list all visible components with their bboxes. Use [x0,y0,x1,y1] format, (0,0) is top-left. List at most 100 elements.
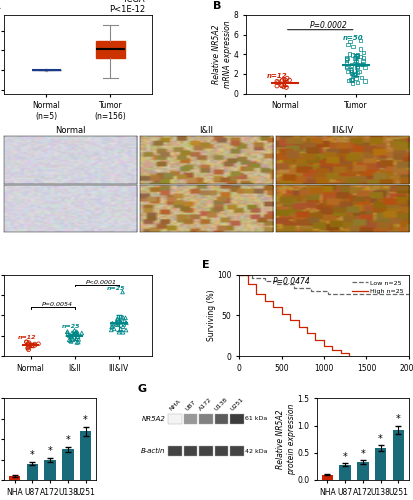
Point [347,66,354,74]
Point [358,74,365,82]
Point [353,74,359,82]
Low n=25 [406,291,411,297]
Low n=25 [326,291,331,297]
Point [64,328,71,336]
Text: P=0.0054: P=0.0054 [42,302,73,308]
Point [344,54,350,62]
Point [108,323,115,331]
Point [360,54,367,62]
Point [73,334,79,342]
Point [74,338,80,346]
Point [354,52,360,60]
Point [344,40,351,48]
Low n=25 [381,291,386,297]
Point [26,338,32,346]
Point [113,318,120,326]
Text: *: * [378,434,383,444]
Point [346,77,352,85]
Point [76,336,82,344]
Text: TCGA
P<1E-12: TCGA P<1E-12 [109,0,145,14]
Point [117,324,124,332]
Text: *: * [361,449,365,459]
High n=25 [245,282,250,288]
Point [64,330,71,338]
Point [75,332,81,340]
Text: U251: U251 [229,396,244,411]
Low n=25 [292,284,297,290]
Point [351,70,358,78]
Text: *: * [343,452,348,462]
Point [358,60,364,68]
Point [359,60,366,68]
Point [123,326,129,334]
Bar [44,460,56,480]
Y-axis label: Surviving (%): Surviving (%) [206,290,216,342]
Point [357,45,364,53]
Text: U87: U87 [184,400,197,411]
Bar [184,446,197,456]
Text: *: * [48,446,52,456]
Point [343,56,350,64]
Text: B: B [213,0,221,10]
Point [349,75,356,83]
High n=25 [254,291,259,297]
Y-axis label: Relative NR5A2
mRNA expression: Relative NR5A2 mRNA expression [212,20,232,88]
Point [114,314,121,322]
Point [354,64,360,72]
Point [279,76,286,84]
Point [109,322,116,330]
Point [26,342,33,350]
Line: Low n=25: Low n=25 [239,274,409,294]
Point [25,346,32,354]
Point [347,38,354,46]
Bar [199,446,213,456]
Low n=25 [262,278,267,284]
Point [343,58,349,66]
Point [354,51,361,59]
Text: *: * [30,450,35,460]
Point [74,328,81,336]
Point [69,336,76,344]
Point [66,332,73,340]
Point [349,66,355,74]
Point [354,78,361,86]
Text: U138: U138 [214,396,229,411]
Text: P=0.0002: P=0.0002 [310,21,347,30]
Point [109,320,116,328]
Low n=25 [317,288,322,294]
Low n=25 [275,282,280,288]
Low n=25 [237,272,242,278]
Point [31,340,38,348]
Point [348,61,355,69]
Point [35,340,42,347]
Title: I&II: I&II [199,126,214,135]
Point [279,82,285,90]
Point [113,320,119,328]
Text: *: * [65,436,70,446]
PathPatch shape [96,42,125,58]
High n=25 [287,318,292,324]
Bar [230,446,244,456]
Bar [199,414,213,424]
Point [27,340,34,348]
Bar [168,446,181,456]
Text: B-actin: B-actin [141,448,166,454]
Point [120,314,126,322]
Text: G: G [137,384,146,394]
Bar [392,430,404,480]
Point [352,54,358,62]
Title: Normal: Normal [55,126,86,135]
Point [360,57,366,65]
Text: E: E [202,260,209,270]
Point [122,314,129,322]
Text: P=0.0474: P=0.0474 [273,277,311,286]
High n=25 [237,272,242,278]
Point [278,77,285,85]
Point [351,70,357,78]
Legend: Low n=25, High n=25: Low n=25, High n=25 [350,278,406,296]
High n=25 [321,344,326,349]
Text: *: * [83,415,88,425]
Low n=25 [300,284,305,290]
Point [31,342,38,349]
Bar [230,414,244,424]
